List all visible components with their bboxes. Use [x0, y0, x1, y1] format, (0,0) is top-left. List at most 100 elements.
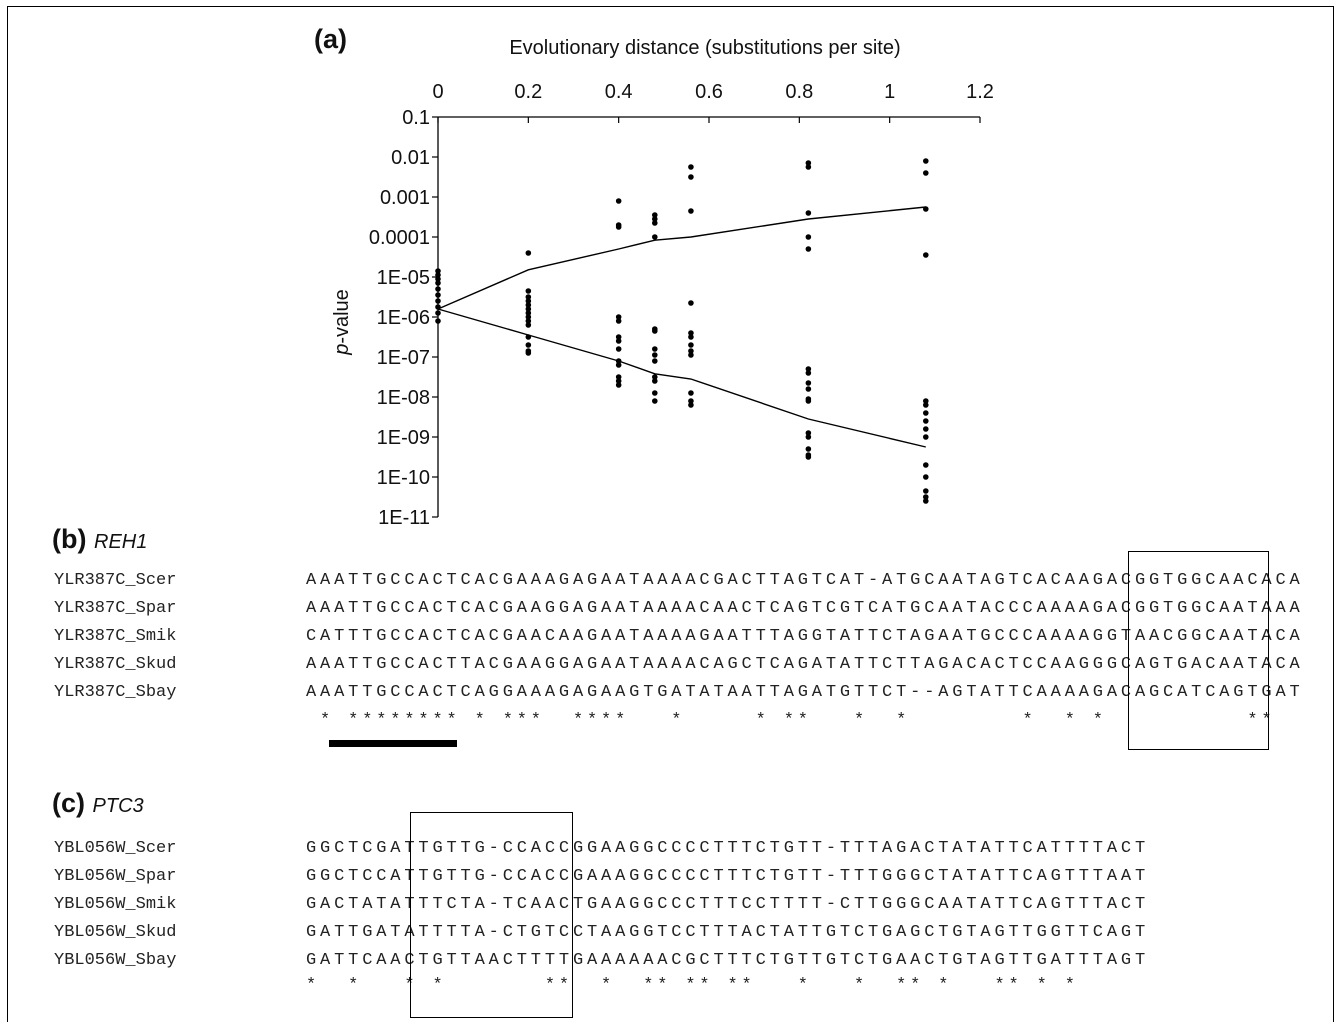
data-point: [615, 224, 622, 230]
data-point: [615, 358, 622, 364]
sequence-name: YBL056W_Smik: [54, 895, 177, 914]
data-point: [615, 378, 622, 384]
y-tick-label: 1E-11: [378, 507, 430, 529]
data-point: [652, 374, 658, 380]
x-tick-label: 0.8: [785, 81, 813, 103]
y-tick-label: 0.01: [391, 147, 430, 169]
data-point: [652, 352, 658, 358]
y-tick-label: 1E-10: [377, 467, 430, 489]
data-point: [805, 164, 812, 170]
sequence-row: AAATTGCCACTTACGAAGGAGAATAAAACAGCTCAGATAT…: [306, 655, 1304, 674]
data-point: [525, 350, 532, 356]
data-point: [688, 402, 694, 408]
panel-b-motif-bar: [329, 740, 457, 747]
data-point: [652, 346, 658, 352]
data-point: [923, 474, 929, 480]
data-point: [805, 430, 812, 436]
data-point: [923, 462, 929, 468]
data-point: [652, 234, 658, 240]
data-point: [525, 310, 532, 316]
data-point: [688, 330, 694, 336]
y-tick-label: 1E-05: [377, 267, 430, 289]
data-point: [688, 342, 694, 348]
data-point: [435, 292, 441, 298]
data-point: [525, 288, 532, 294]
data-point: [525, 294, 532, 300]
data-point: [525, 306, 532, 312]
data-point: [805, 234, 812, 240]
data-point: [525, 314, 532, 320]
data-point: [805, 434, 812, 440]
data-point: [615, 198, 622, 204]
sequence-name: YLR387C_Skud: [54, 655, 177, 674]
data-point: [615, 374, 622, 380]
data-point: [805, 370, 812, 376]
x-tick-label: 0.2: [514, 81, 542, 103]
data-point: [923, 170, 929, 176]
data-point: [923, 494, 929, 500]
y-axis-title-rest: -value: [331, 289, 353, 343]
sequence-name: YLR387C_Spar: [54, 599, 177, 618]
x-axis-title: Evolutionary distance (substitutions per…: [509, 37, 900, 59]
data-point: [923, 398, 929, 404]
x-tick-label: 0.6: [695, 81, 723, 103]
sequence-name: YBL056W_Sbay: [54, 951, 177, 970]
data-point: [615, 346, 622, 352]
sequence-name: YBL056W_Spar: [54, 867, 177, 886]
panel-b-gene: REH1: [94, 531, 148, 553]
sequence-row: AAATTGCCACTCACGAAAGAGAATAAAACGACTTAGTCAT…: [306, 571, 1304, 590]
y-tick-label: 1E-08: [377, 387, 430, 409]
data-point: [435, 276, 441, 282]
data-point: [652, 220, 658, 226]
sequence-row: AAATTGCCACTCAGGAAAGAGAAGTGATATAATTAGATGT…: [306, 683, 1304, 702]
x-tick-label: 1.2: [966, 81, 994, 103]
data-point: [652, 378, 658, 384]
data-point: [525, 318, 532, 324]
data-point: [688, 164, 694, 170]
data-point: [688, 208, 694, 214]
data-point: [435, 268, 441, 274]
data-point: [525, 250, 532, 256]
data-point: [615, 362, 622, 368]
data-point: [652, 212, 658, 218]
panel-b-letter: (b): [52, 524, 87, 554]
sequence-row: GACTATATTTCTA-TCAACTGAAGGCCCTTTCCTTTT-CT…: [306, 895, 1149, 914]
data-point: [923, 252, 929, 258]
sequence-row: CATTTGCCACTCACGAACAAGAATAAAAGAATTTAGGTAT…: [306, 627, 1304, 646]
data-point: [805, 454, 812, 460]
data-point: [805, 446, 812, 452]
data-point: [688, 348, 694, 354]
y-tick-label: 1E-09: [377, 427, 430, 449]
data-point: [688, 398, 694, 404]
data-point: [435, 310, 441, 316]
data-point: [615, 382, 622, 388]
panel-c-conservation: * * * * ** * ** ** ** * * ** * ** * *: [306, 976, 1079, 995]
data-point: [652, 390, 658, 396]
data-point: [615, 338, 622, 344]
sequence-name: YBL056W_Scer: [54, 839, 177, 858]
data-point: [525, 298, 532, 304]
data-point: [923, 426, 929, 432]
panel-c-motif-box: [410, 812, 573, 1018]
panel-b-motif-box: [1128, 551, 1269, 750]
data-point: [435, 318, 441, 324]
data-point: [652, 328, 658, 334]
y-axis-title: p-value: [331, 289, 353, 356]
sequence-name: YLR387C_Scer: [54, 571, 177, 590]
data-point: [652, 398, 658, 404]
data-point: [805, 160, 812, 166]
data-point: [805, 210, 812, 216]
sequence-row: GATTGATATTTTA-CTGTCCTAAGGTCCTTTACTATTGTC…: [306, 923, 1149, 942]
data-point: [923, 206, 929, 212]
panel-b-conservation: * ******** * *** **** * * ** * * * * * *…: [306, 711, 1332, 730]
data-point: [615, 334, 622, 340]
lower-trend-line: [437, 308, 926, 448]
y-tick-label: 0.001: [380, 187, 430, 209]
data-point: [805, 246, 812, 252]
data-point: [525, 342, 532, 348]
data-point: [923, 158, 929, 164]
panel-a-label: (a): [314, 24, 347, 54]
sequence-name: YBL056W_Skud: [54, 923, 177, 942]
x-tick-label: 1: [884, 81, 895, 103]
